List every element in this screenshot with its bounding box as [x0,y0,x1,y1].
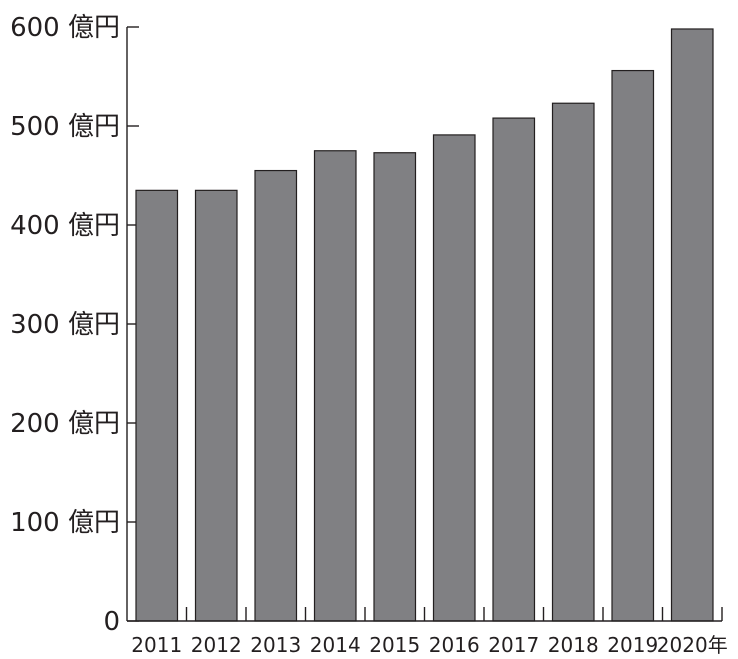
y-tick-label: 300 億円 [10,310,120,340]
bar-2017 [492,117,536,622]
x-tick-label: 2012 [191,633,242,657]
x-tick-label: 2019 [607,633,658,657]
x-axis: 2011 2012 2013 2014 2015 2016 2017 2018 20192020… [127,607,728,657]
x-tick-label: 2017 [488,633,539,657]
bars [135,28,714,622]
x-tick-label: 2016 [429,633,480,657]
bar-2013 [254,169,298,622]
x-tick-label: 2014 [310,633,361,657]
y-axis: 0 100 億円 200 億円 300 億円 400 億円 500 億円 600 億円 [10,13,139,637]
x-tick-label: 2018 [548,633,599,657]
x-tick-label: 2011 [131,633,182,657]
bar-2015 [373,152,417,622]
y-tick-label: 500 億円 [10,112,120,142]
x-tick-label: 2020年 [657,633,728,657]
x-tick-label: 2013 [250,633,301,657]
bar-2014 [313,150,357,622]
bar-2018 [551,102,595,622]
y-tick-label: 600 億円 [10,13,120,43]
y-tick-label: 100 億円 [10,508,120,538]
x-tick-label: 2015 [369,633,420,657]
y-tick-label: 0 [103,607,120,637]
bar-2016 [432,134,476,622]
y-tick-label: 200 億円 [10,409,120,439]
bar-2020年 [670,28,714,622]
bar-2012 [194,189,238,622]
y-tick-label: 400 億円 [10,211,120,241]
bar-2019 [611,69,655,622]
bar-2011 [135,189,179,622]
